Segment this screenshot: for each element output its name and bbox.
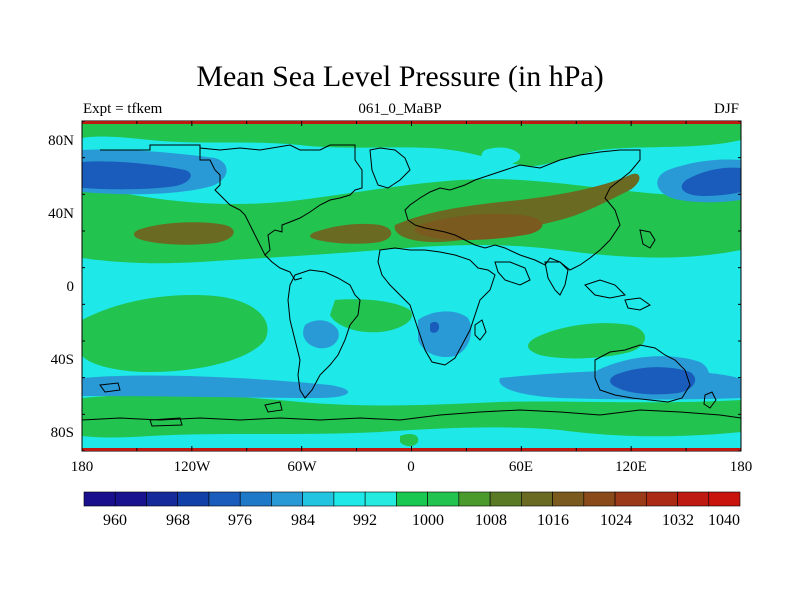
contour-southern-low-band <box>82 375 349 398</box>
colorbar-label: 1016 <box>537 512 569 529</box>
colorbar-label: 960 <box>103 512 127 529</box>
coastline-antarctic-islands <box>99 382 283 427</box>
colorbar-box <box>271 491 303 507</box>
map-title: Mean Sea Level Pressure (in hPa) <box>196 60 604 93</box>
lon-tick-label: 60E <box>509 459 533 475</box>
coastline-greenland <box>369 147 411 189</box>
colorbar-box <box>645 491 678 507</box>
axis-tick-marks <box>81 120 742 452</box>
experiment-label: Expt = tfkem <box>83 101 163 117</box>
contour-arctic-green <box>82 121 741 167</box>
colorbar-label: 968 <box>166 512 190 529</box>
coastline-madagascar <box>474 319 487 341</box>
contour-north-atlantic-olive <box>310 223 392 244</box>
lon-tick-label: 120E <box>615 459 647 475</box>
contour-indian-ocean-high <box>528 323 645 359</box>
pressure-contours <box>82 121 741 451</box>
contour-north-pacific-low-core <box>82 161 191 190</box>
colorbar-label: 1040 <box>708 512 740 529</box>
colorbar-box <box>396 491 428 507</box>
colorbar-box <box>177 491 210 507</box>
colorbar-box <box>427 491 460 507</box>
coastline-north-america <box>100 144 363 256</box>
coastline-south-america <box>287 269 361 399</box>
coastline-se-asia-islands <box>584 279 651 311</box>
lon-tick-label: 60W <box>287 459 317 475</box>
contour-africa-low-core <box>430 321 440 333</box>
colorbar-box <box>489 491 522 507</box>
colorbar-box <box>208 491 241 507</box>
lon-tick-label: 0 <box>407 459 415 475</box>
coastline-new-zealand <box>703 391 717 409</box>
lat-tick-label: 0 <box>67 279 75 295</box>
lat-tick-label: 40S <box>51 352 74 368</box>
time-label: 061_0_MaBP <box>358 101 442 117</box>
coastline-central-america <box>264 254 303 281</box>
colorbar-box <box>114 491 147 507</box>
season-label: DJF <box>713 101 739 117</box>
colorbar-box <box>708 491 741 507</box>
lon-tick-label: 180 <box>730 459 753 475</box>
colorbar-box <box>302 491 335 507</box>
colorbar-box <box>583 491 616 507</box>
contour-arctic-cyan-patch <box>481 147 521 165</box>
lat-tick-label: 80S <box>51 425 74 441</box>
contour-africa-low <box>418 311 472 358</box>
colorbar-box <box>614 491 647 507</box>
coastlines <box>82 144 741 427</box>
colorbar-label: 984 <box>291 512 315 529</box>
contour-south-america-low <box>303 320 339 349</box>
coastline-australia <box>594 344 691 403</box>
coastline-antarctica <box>82 409 741 421</box>
colorbar-label: 976 <box>228 512 252 529</box>
coastline-arabia <box>494 261 531 286</box>
contour-south-tip-green <box>430 405 451 415</box>
colorbar-box <box>364 491 397 507</box>
colorbar-label: 992 <box>353 512 377 529</box>
contour-south-pacific-high <box>82 295 268 372</box>
lat-tick-label: 40N <box>48 206 74 222</box>
coastline-india <box>544 261 569 296</box>
lon-tick-label: 120W <box>174 459 212 475</box>
colorbar-box <box>677 491 710 507</box>
lon-tick-label: 180 <box>71 459 94 475</box>
colorbar-box <box>552 491 585 507</box>
contour-australia-south-low-core <box>610 367 696 395</box>
colorbar-box <box>333 491 366 507</box>
contour-asia-brown <box>415 213 543 241</box>
contour-pacific-olive <box>133 222 234 245</box>
colorbar-box <box>146 491 179 507</box>
colorbar-label: 1024 <box>600 512 632 529</box>
contour-antarctic-green-patch <box>400 434 419 447</box>
coastline-japan <box>639 229 656 249</box>
colorbar-box <box>458 491 491 507</box>
colorbar-box <box>239 491 272 507</box>
coastline-africa <box>377 247 496 366</box>
colorbar-label: 1032 <box>662 512 694 529</box>
lat-tick-label: 80N <box>48 133 74 149</box>
colorbar <box>83 491 741 507</box>
colorbar-box <box>83 491 116 507</box>
colorbar-label: 1000 <box>412 512 444 529</box>
contour-north-atlantic-low-core <box>681 167 741 196</box>
contour-southern-green-belt <box>82 394 741 438</box>
coastline-eurasia <box>404 149 641 271</box>
colorbar-box <box>521 491 553 507</box>
colorbar-label: 1008 <box>475 512 507 529</box>
